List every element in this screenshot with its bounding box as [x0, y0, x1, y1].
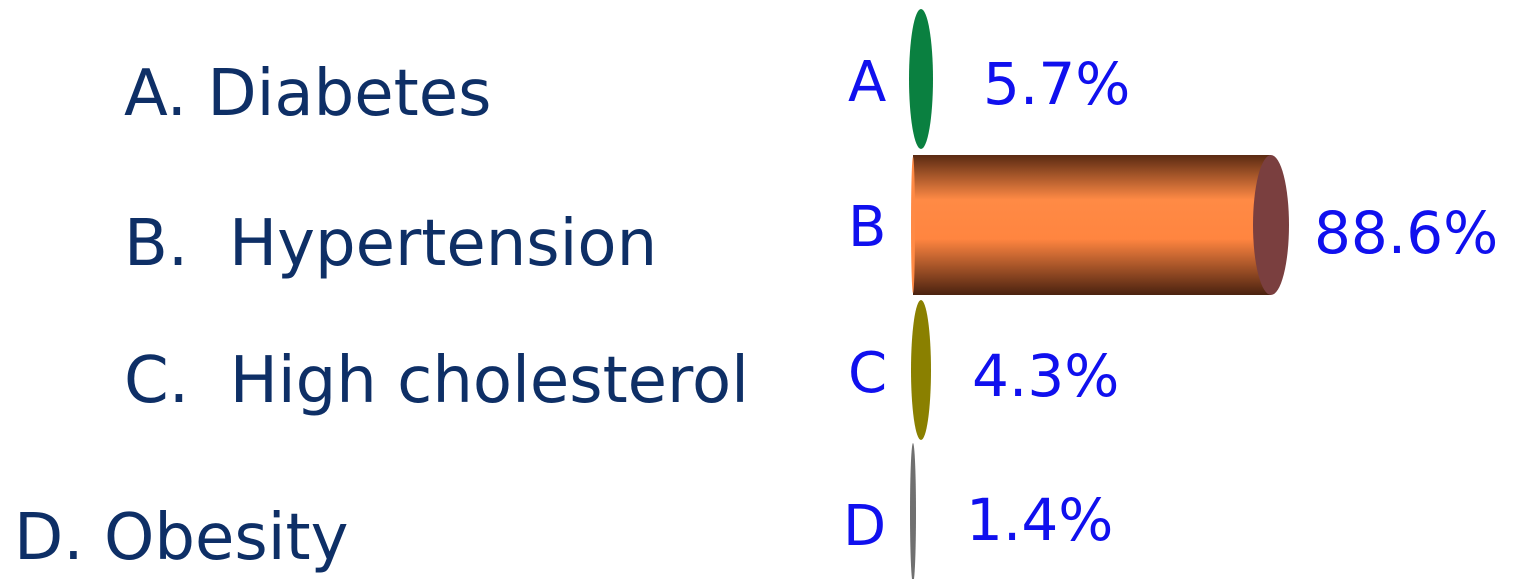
value-label-b: 88.6% — [1314, 199, 1498, 267]
value-label-a: 5.7% — [983, 50, 1130, 118]
value-label-d: 1.4% — [966, 486, 1113, 554]
answer-option-d: D. Obesity — [14, 501, 349, 575]
category-label-b: B — [848, 195, 886, 260]
bar-a — [909, 9, 933, 149]
bar-b-base — [911, 157, 915, 293]
answer-option-c: C. High cholesterol — [124, 344, 749, 418]
answer-option-a: A. Diabetes — [124, 57, 492, 131]
category-label-c: C — [848, 341, 887, 406]
answer-option-b: B. Hypertension — [124, 207, 658, 281]
category-label-a: A — [848, 50, 886, 115]
category-label-d: D — [843, 494, 886, 559]
bar-d — [910, 443, 916, 579]
value-label-c: 4.3% — [972, 342, 1119, 410]
bar-b — [913, 155, 1271, 295]
bar-c — [911, 300, 931, 440]
bar-b-cap — [1253, 155, 1289, 295]
